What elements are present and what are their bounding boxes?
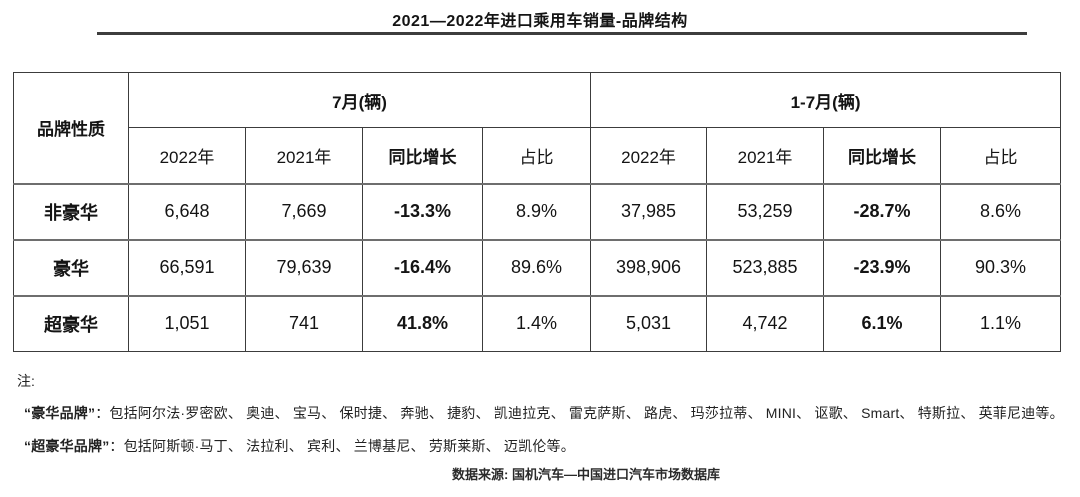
note-super-text: ：包括阿斯顿·马丁、 法拉利、 宾利、 兰博基尼、 劳斯莱斯、 迈凯伦等。 [109, 438, 575, 454]
header-group-row: 品牌性质 7月(辆) 1-7月(辆) [13, 72, 1062, 184]
table-cell-yoy: 41.8% [362, 294, 483, 352]
table-cell-yoy: -16.4% [362, 238, 483, 296]
table-cell-yoy: 6.1% [823, 294, 942, 352]
note-luxury-brands: “豪华品牌”：包括阿尔法·罗密欧、 奥迪、 宝马、 保时捷、 奔驰、 捷豹、 凯… [17, 403, 1067, 423]
row-label-luxury: 豪华 [13, 238, 129, 296]
col-header-ytd-share: 占比 [940, 127, 1062, 184]
data-source: 数据来源: 国机汽车—中国进口汽车市场数据库 [452, 467, 720, 482]
header-sub-row: 2022年 2021年 同比增长 占比 2022年 2021年 同比增长 占比 [14, 127, 1062, 184]
table-cell: 53,259 [706, 182, 825, 240]
table-cell: 741 [245, 294, 363, 352]
table-cell: 1.4% [481, 294, 592, 352]
table-cell: 5,031 [590, 294, 708, 352]
col-header-jul-share: 占比 [481, 127, 592, 184]
table-row-luxury: 豪华 66,591 79,639 -16.4% 89.6% 398,906 52… [13, 238, 1062, 296]
footnotes: 注: “豪华品牌”：包括阿尔法·罗密欧、 奥迪、 宝马、 保时捷、 奔驰、 捷豹… [17, 371, 1067, 469]
table-cell: 79,639 [245, 238, 363, 296]
table-cell: 398,906 [590, 238, 708, 296]
col-header-ytd-yoy: 同比增长 [823, 127, 942, 184]
note-super-luxury-brands: “超豪华品牌”：包括阿斯顿·马丁、 法拉利、 宾利、 兰博基尼、 劳斯莱斯、 迈… [17, 436, 1067, 456]
table-cell: 1.1% [940, 294, 1062, 352]
row-label-non-luxury: 非豪华 [13, 182, 129, 240]
table-row-non-luxury: 非豪华 6,648 7,669 -13.3% 8.9% 37,985 53,25… [13, 182, 1062, 240]
table-cell: 8.6% [940, 182, 1062, 240]
page-title: 2021—2022年进口乘用车销量-品牌结构 [392, 13, 688, 30]
col-header-jul-yoy: 同比增长 [362, 127, 483, 184]
table-cell-yoy: -23.9% [823, 238, 942, 296]
note-super-term: “超豪华品牌” [24, 438, 110, 454]
table-cell: 66,591 [128, 238, 246, 296]
note-luxury-term: “豪华品牌” [24, 405, 96, 421]
title-underline [97, 32, 1027, 35]
col-header-jul-2022: 2022年 [128, 127, 246, 184]
table-cell: 89.6% [481, 238, 592, 296]
col-header-ytd-2022: 2022年 [590, 127, 708, 184]
table-cell: 6,648 [128, 182, 246, 240]
col-header-ytd-2021: 2021年 [706, 127, 825, 184]
table-cell: 90.3% [940, 238, 1062, 296]
table-cell: 8.9% [481, 182, 592, 240]
corner-header-brand-type: 品牌性质 [13, 72, 129, 184]
row-label-super-luxury: 超豪华 [13, 294, 129, 352]
table-cell: 1,051 [128, 294, 246, 352]
group-header-july: 7月(辆) [127, 72, 592, 128]
table-cell: 7,669 [245, 182, 363, 240]
table-cell-yoy: -13.3% [362, 182, 483, 240]
group-header-jan-july: 1-7月(辆) [590, 72, 1062, 128]
table-cell: 523,885 [706, 238, 825, 296]
table-cell-yoy: -28.7% [823, 182, 942, 240]
table-cell: 37,985 [590, 182, 708, 240]
col-header-jul-2021: 2021年 [245, 127, 363, 184]
note-luxury-text: ：包括阿尔法·罗密欧、 奥迪、 宝马、 保时捷、 奔驰、 捷豹、 凯迪拉克、 雷… [95, 405, 1064, 421]
brand-structure-table: 品牌性质 7月(辆) 1-7月(辆) 2022年 2021年 同比增长 占比 2… [13, 72, 1062, 352]
table-row-super-luxury: 超豪华 1,051 741 41.8% 1.4% 5,031 4,742 6.1… [13, 294, 1062, 352]
table-cell: 4,742 [706, 294, 825, 352]
note-heading: 注: [17, 373, 35, 389]
